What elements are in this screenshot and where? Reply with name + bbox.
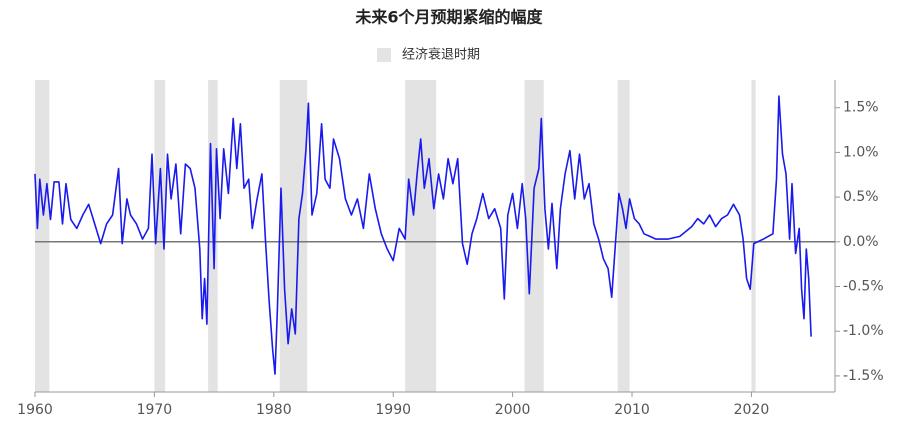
x-tick-label: 2010	[614, 402, 650, 418]
y-tick-label: -0.5%	[843, 279, 884, 295]
x-tick-label: 1980	[256, 402, 292, 418]
x-tick-label: 1990	[375, 402, 411, 418]
y-tick-label: 0.0%	[843, 234, 879, 250]
recession-band	[617, 80, 630, 392]
recession-band	[751, 80, 756, 392]
legend-swatch	[377, 48, 391, 62]
legend: 经济衰退时期	[402, 47, 480, 63]
x-tick-label: 1960	[17, 402, 53, 418]
recession-band	[35, 80, 50, 392]
legend-label: 经济衰退时期	[402, 47, 480, 63]
y-tick-label: 0.5%	[843, 189, 879, 205]
recession-band	[405, 80, 437, 392]
data-line	[34, 95, 812, 375]
x-tick-label: 1970	[137, 402, 173, 418]
chart-title: 未来6个月预期紧缩的幅度	[354, 8, 543, 27]
y-tick-label: 1.0%	[843, 144, 879, 160]
y-tick-label: -1.5%	[843, 368, 884, 384]
recession-band	[154, 80, 166, 392]
recession-band	[279, 80, 308, 392]
x-tick-label: 2020	[734, 402, 770, 418]
y-tick-label: 1.5%	[843, 100, 879, 116]
y-tick-label: -1.0%	[843, 323, 884, 339]
x-tick-label: 2000	[495, 402, 531, 418]
